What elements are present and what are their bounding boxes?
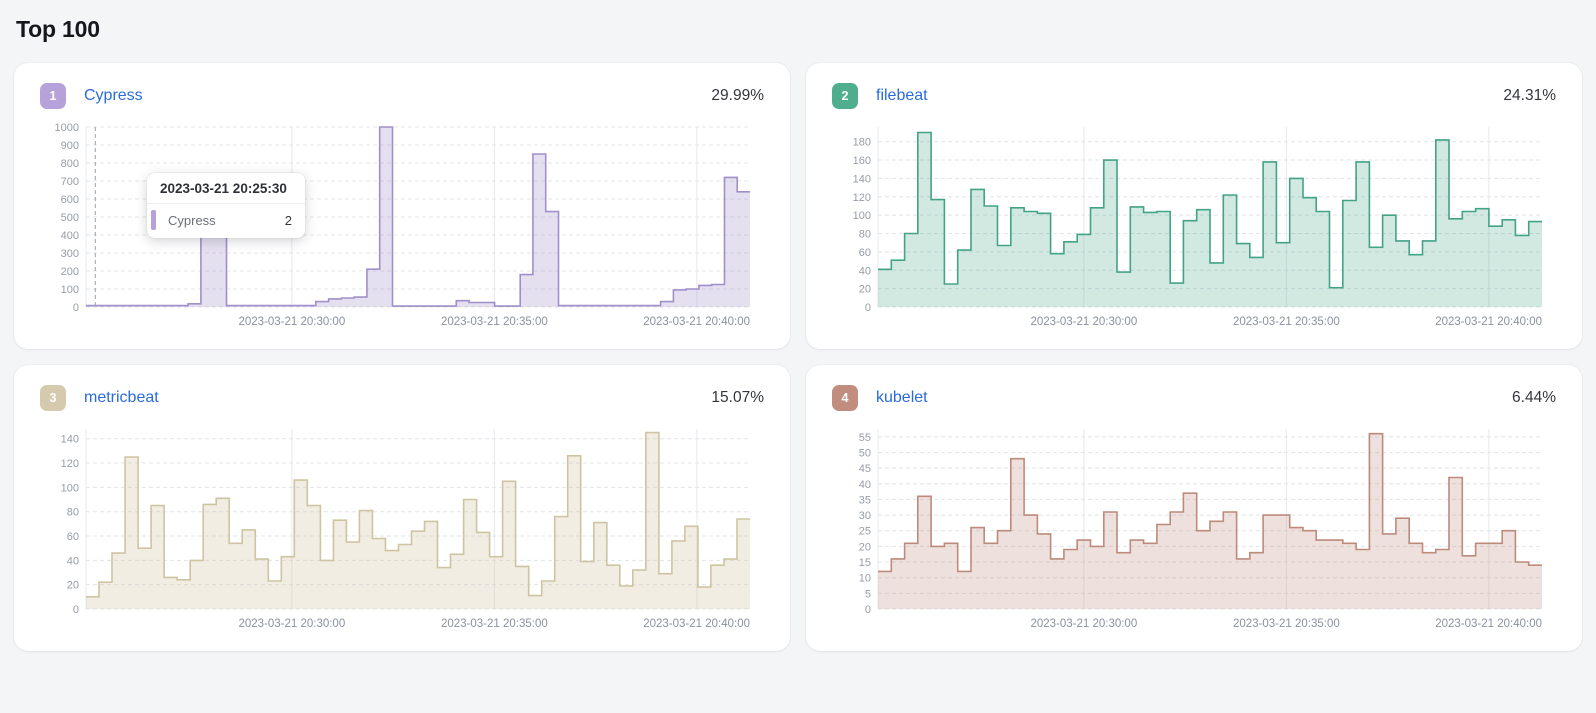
y-tick-label: 55 <box>859 432 871 444</box>
y-tick-label: 120 <box>853 192 871 204</box>
chart-card-filebeat: 2 filebeat 24.31% 0 20 40 60 80 100 120 140 160 1… <box>806 63 1582 349</box>
y-tick-label: 0 <box>865 604 871 616</box>
dashboard-page: Top 100 1 Cypress 29.99% 0 100 200 300 400 50… <box>14 16 1582 651</box>
percent-value: 29.99% <box>711 87 764 104</box>
series-link-metricbeat[interactable]: metricbeat <box>84 389 159 406</box>
y-tick-label: 0 <box>73 302 79 314</box>
tooltip-timestamp: 2023-03-21 20:25:30 <box>147 173 305 204</box>
page-title: Top 100 <box>16 16 100 42</box>
card-header: 4 kubelet 6.44% <box>832 385 1556 411</box>
percent-value: 24.31% <box>1503 87 1556 104</box>
x-tick-label: 2023-03-21 20:40:00 <box>643 316 750 328</box>
chart-tooltip: 2023-03-21 20:25:30 Cypress 2 <box>147 173 305 238</box>
x-tick-label: 2023-03-21 20:35:00 <box>441 618 548 630</box>
y-tick-label: 10 <box>859 573 871 585</box>
y-tick-label: 120 <box>61 458 79 470</box>
x-tick-label: 2023-03-21 20:30:00 <box>238 618 345 630</box>
x-tick-label: 2023-03-21 20:30:00 <box>1030 316 1137 328</box>
y-tick-label: 800 <box>61 158 79 170</box>
y-tick-label: 5 <box>865 588 871 600</box>
series-link-cypress[interactable]: Cypress <box>84 87 143 104</box>
y-tick-label: 400 <box>61 230 79 242</box>
series-link-kubelet[interactable]: kubelet <box>876 389 928 406</box>
y-tick-label: 300 <box>61 248 79 260</box>
rank-badge: 4 <box>832 385 858 411</box>
x-tick-label: 2023-03-21 20:35:00 <box>1233 618 1340 630</box>
tooltip-row: Cypress 2 <box>147 204 305 238</box>
card-header: 1 Cypress 29.99% <box>40 83 764 109</box>
chart-area[interactable]: 0 5 10 15 20 25 30 35 40 45 50 55 2023-03-21 20:30:0… <box>832 423 1556 635</box>
y-tick-label: 45 <box>859 463 871 475</box>
y-tick-label: 35 <box>859 494 871 506</box>
x-tick-label: 2023-03-21 20:40:00 <box>1435 618 1542 630</box>
y-tick-label: 40 <box>859 265 871 277</box>
y-tick-label: 50 <box>859 447 871 459</box>
y-tick-label: 600 <box>61 194 79 206</box>
y-tick-label: 140 <box>853 173 871 185</box>
chart-card-kubelet: 4 kubelet 6.44% 0 5 10 15 20 25 30 35 40 45 50 55 20… <box>806 365 1582 651</box>
card-header: 2 filebeat 24.31% <box>832 83 1556 109</box>
x-tick-label: 2023-03-21 20:35:00 <box>1233 316 1340 328</box>
y-tick-label: 20 <box>859 541 871 553</box>
chart-svg[interactable]: 0 20 40 60 80 100 120 140 2023-03-21 20:30:00 202… <box>40 423 752 635</box>
y-tick-label: 160 <box>853 155 871 167</box>
y-tick-label: 60 <box>859 247 871 259</box>
y-tick-label: 0 <box>73 604 79 616</box>
chart-card-metricbeat: 3 metricbeat 15.07% 0 20 40 60 80 100 120 140 20… <box>14 365 790 651</box>
y-tick-label: 500 <box>61 212 79 224</box>
y-tick-label: 1000 <box>55 122 79 134</box>
percent-value: 15.07% <box>711 389 764 406</box>
percent-value: 6.44% <box>1512 389 1556 406</box>
rank-badge: 1 <box>40 83 66 109</box>
y-tick-label: 40 <box>859 479 871 491</box>
x-tick-label: 2023-03-21 20:40:00 <box>643 618 750 630</box>
chart-grid: 1 Cypress 29.99% 0 100 200 300 400 500 600 700 8… <box>14 63 1582 651</box>
y-tick-label: 100 <box>61 284 79 296</box>
x-tick-label: 2023-03-21 20:35:00 <box>441 316 548 328</box>
y-tick-label: 80 <box>67 507 79 519</box>
y-tick-label: 100 <box>61 482 79 494</box>
chart-svg[interactable]: 0 20 40 60 80 100 120 140 160 180 2023-03-21 20:30… <box>832 121 1544 333</box>
chart-card-cypress: 1 Cypress 29.99% 0 100 200 300 400 500 600 700 8… <box>14 63 790 349</box>
y-tick-label: 0 <box>865 302 871 314</box>
x-tick-label: 2023-03-21 20:40:00 <box>1435 316 1542 328</box>
y-tick-label: 100 <box>853 210 871 222</box>
chart-svg[interactable]: 0 5 10 15 20 25 30 35 40 45 50 55 2023-03-21 20:30:0… <box>832 423 1544 635</box>
y-tick-label: 40 <box>67 555 79 567</box>
tooltip-series-label: Cypress <box>168 212 216 228</box>
y-tick-label: 30 <box>859 510 871 522</box>
y-tick-label: 900 <box>61 140 79 152</box>
y-tick-label: 80 <box>859 229 871 241</box>
y-tick-label: 20 <box>859 284 871 296</box>
rank-badge: 3 <box>40 385 66 411</box>
x-tick-label: 2023-03-21 20:30:00 <box>238 316 345 328</box>
y-tick-label: 60 <box>67 531 79 543</box>
y-tick-label: 700 <box>61 176 79 188</box>
chart-area[interactable]: 0 20 40 60 80 100 120 140 160 180 2023-03-21 20:30… <box>832 121 1556 333</box>
y-tick-label: 15 <box>859 557 871 569</box>
chart-area[interactable]: 0 100 200 300 400 500 600 700 800 900 1000 2023-03-… <box>40 121 764 333</box>
y-tick-label: 20 <box>67 580 79 592</box>
x-tick-label: 2023-03-21 20:30:00 <box>1030 618 1137 630</box>
series-link-filebeat[interactable]: filebeat <box>876 87 928 104</box>
rank-badge: 2 <box>832 83 858 109</box>
chart-area[interactable]: 0 20 40 60 80 100 120 140 2023-03-21 20:30:00 202… <box>40 423 764 635</box>
tooltip-series-value: 2 <box>284 212 292 228</box>
card-header: 3 metricbeat 15.07% <box>40 385 764 411</box>
y-tick-label: 180 <box>853 137 871 149</box>
series-color-marker <box>151 210 156 230</box>
y-tick-label: 25 <box>859 526 871 538</box>
y-tick-label: 140 <box>61 434 79 446</box>
y-tick-label: 200 <box>61 266 79 278</box>
